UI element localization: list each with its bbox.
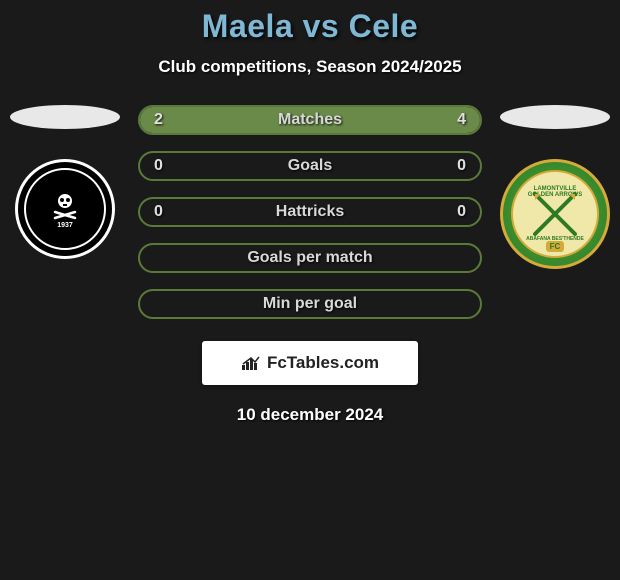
stat-bar-matches: 2 4 Matches	[138, 105, 482, 135]
subtitle: Club competitions, Season 2024/2025	[158, 57, 461, 77]
club-logo-left: 1937	[15, 159, 115, 259]
stat-value-right: 4	[457, 111, 466, 129]
stat-label: Min per goal	[263, 295, 357, 313]
stats-column: 2 4 Matches 0 0 Goals 0 0 Hattricks Goals per mat…	[138, 105, 482, 319]
stat-value-right: 0	[457, 157, 466, 175]
stat-value-right: 0	[457, 203, 466, 221]
stat-label: Goals	[288, 157, 332, 175]
player-right-silhouette	[500, 105, 610, 129]
crossed-arrows-icon	[525, 184, 585, 244]
bar-chart-icon	[241, 355, 261, 371]
club-logo-right-inner: LAMONTVILLE GOLDEN ARROWS ABAFANA BES'TH…	[511, 170, 599, 258]
infographic-container: Maela vs Cele Club competitions, Season …	[0, 0, 620, 580]
date-text: 10 december 2024	[237, 405, 384, 425]
club-logo-left-inner: 1937	[24, 168, 106, 250]
player-left-silhouette	[10, 105, 120, 129]
skull-crossbones-icon	[50, 190, 80, 220]
stat-bar-hattricks: 0 0 Hattricks	[138, 197, 482, 227]
player-right-col: LAMONTVILLE GOLDEN ARROWS ABAFANA BES'TH…	[500, 105, 610, 269]
stat-value-left: 0	[154, 203, 163, 221]
stat-bar-goals-per-match: Goals per match	[138, 243, 482, 273]
stat-value-left: 0	[154, 157, 163, 175]
stat-bar-min-per-goal: Min per goal	[138, 289, 482, 319]
brand-box: FcTables.com	[202, 341, 418, 385]
club-fc-badge: FC	[546, 241, 565, 252]
club-year-left: 1937	[57, 222, 73, 229]
stat-bar-goals: 0 0 Goals	[138, 151, 482, 181]
stat-label: Matches	[278, 111, 342, 129]
page-title: Maela vs Cele	[202, 8, 418, 45]
stat-label: Goals per match	[247, 249, 372, 267]
stat-label: Hattricks	[276, 203, 344, 221]
club-logo-right: LAMONTVILLE GOLDEN ARROWS ABAFANA BES'TH…	[500, 159, 610, 269]
main-area: 1937 2 4 Matches 0 0 Goals 0 0 Hattricks Goals pe…	[0, 105, 620, 319]
brand-text: FcTables.com	[267, 353, 379, 373]
player-left-col: 1937	[10, 105, 120, 259]
stat-value-left: 2	[154, 111, 163, 129]
